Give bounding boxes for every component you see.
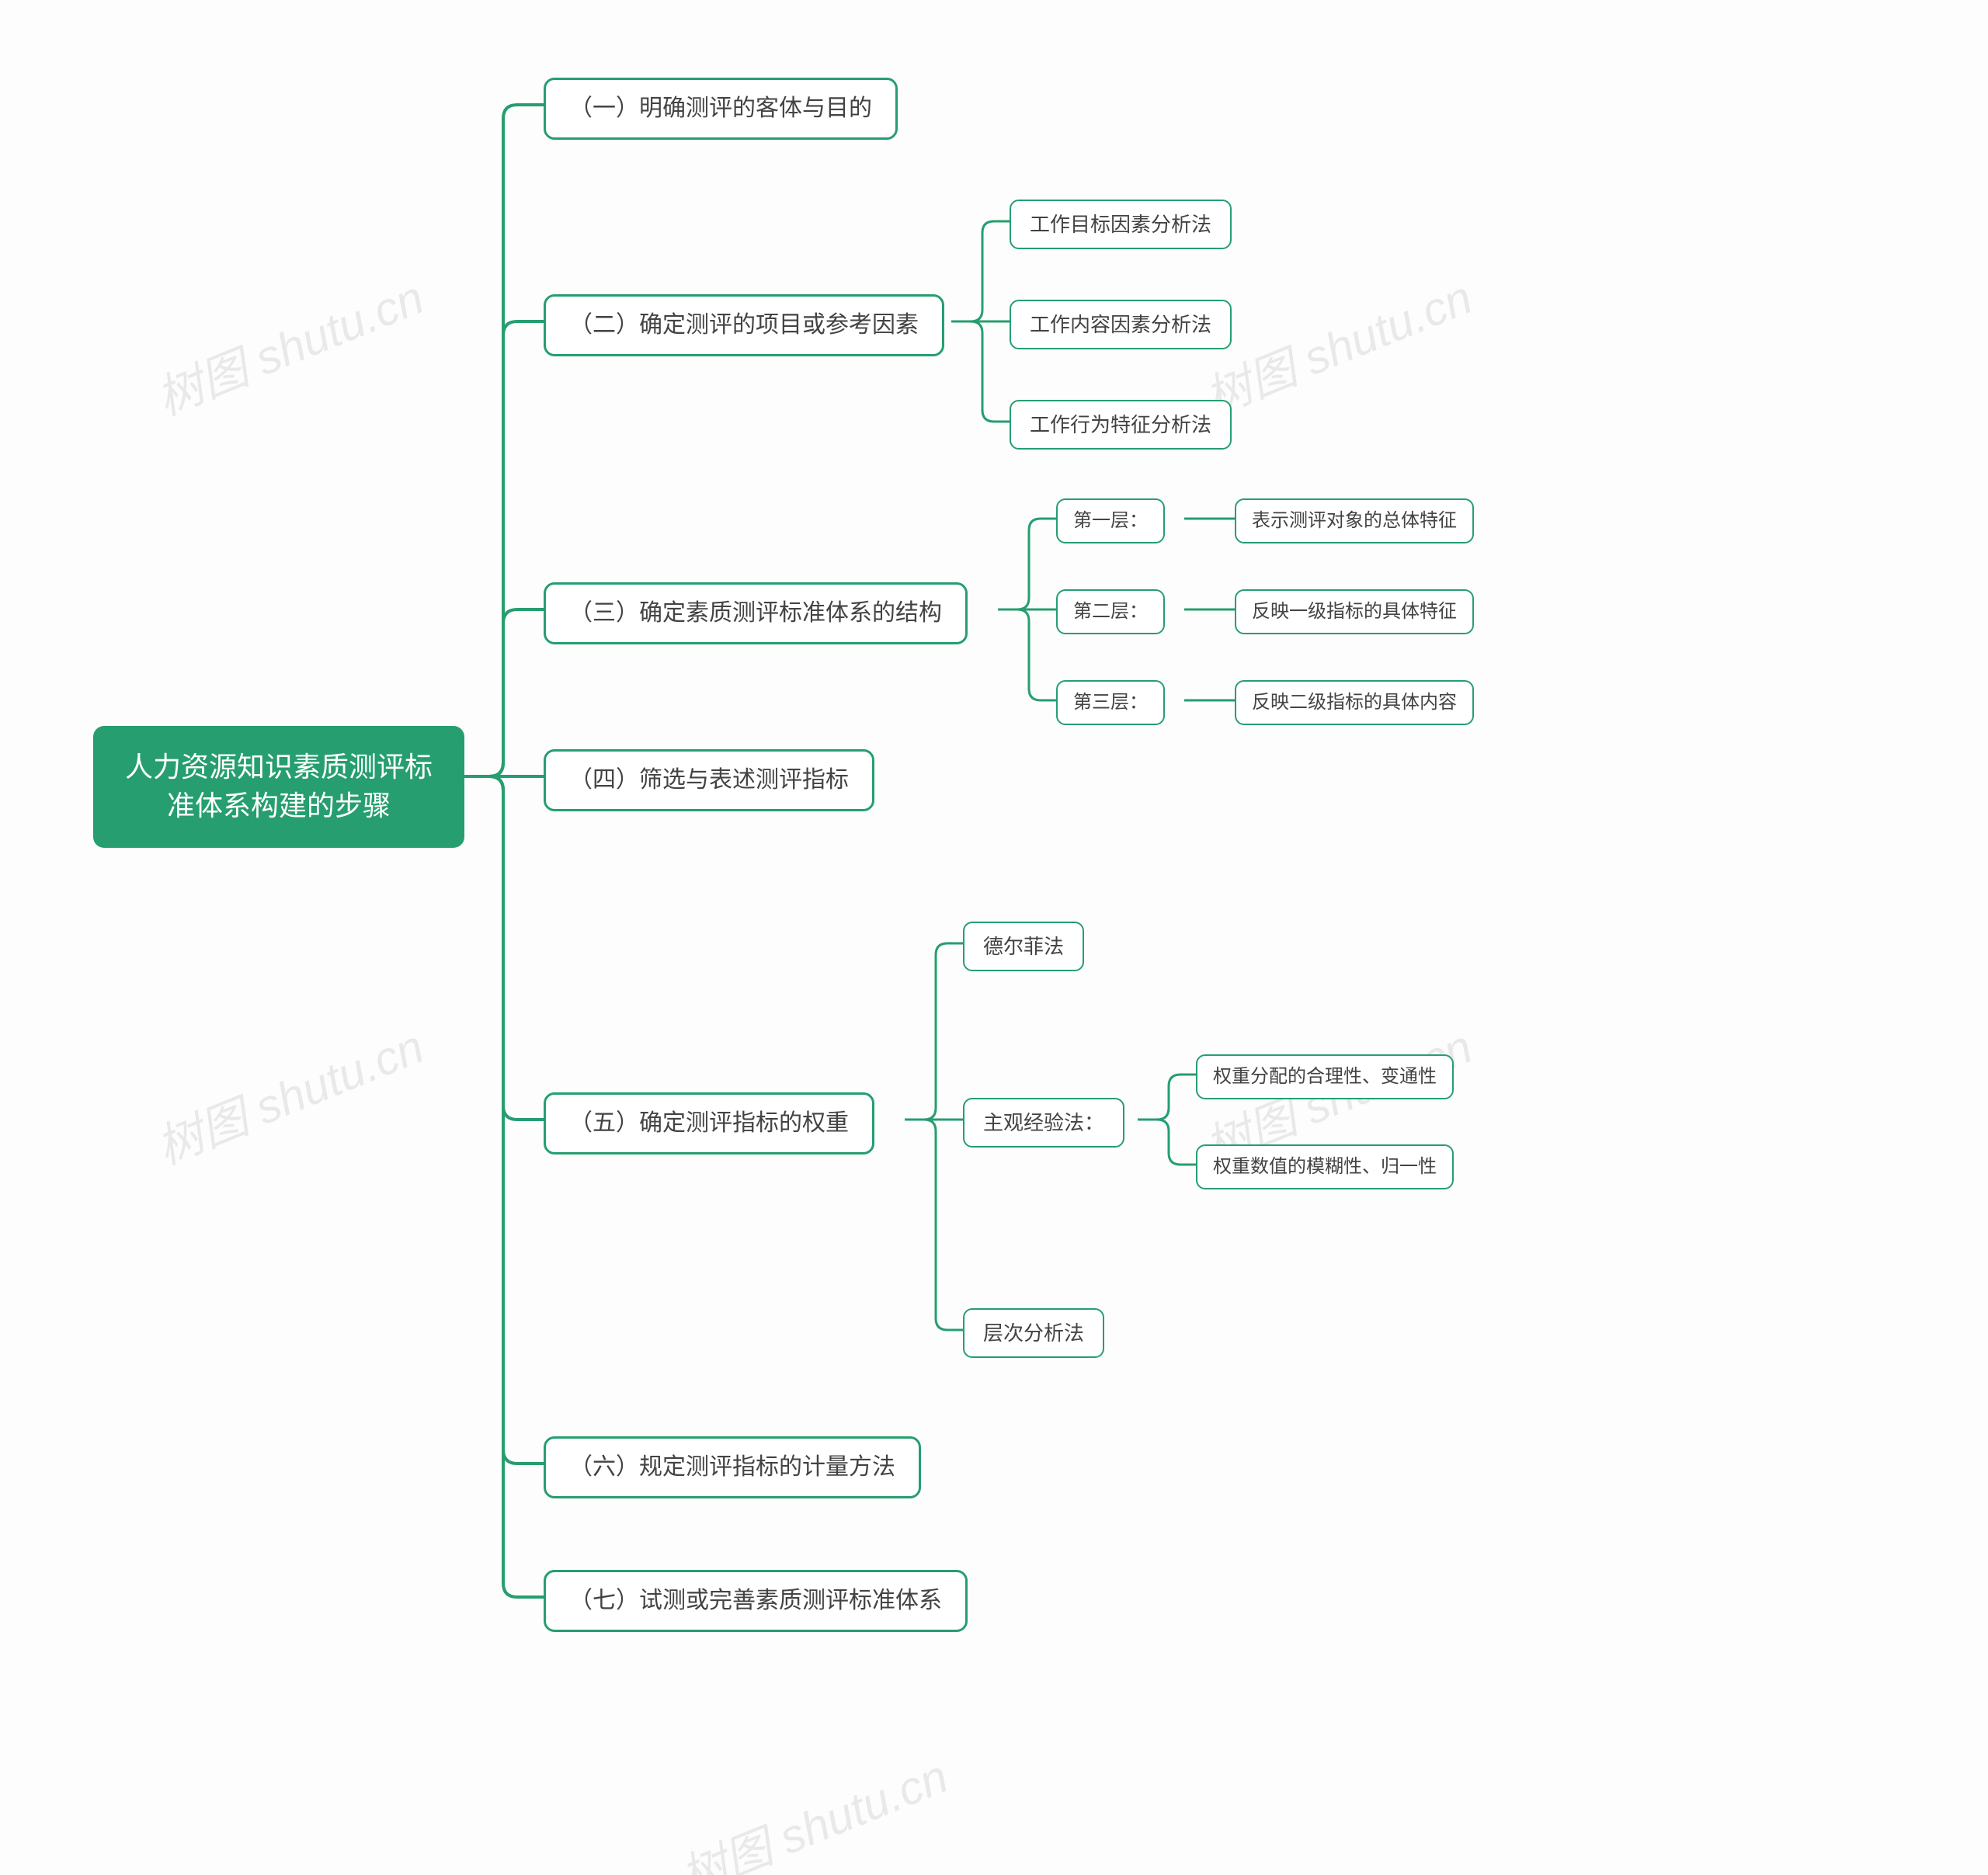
watermark: 树图 shutu.cn: [145, 260, 433, 429]
branch-2-child-1-label: 工作内容因素分析法: [1030, 311, 1211, 339]
watermark: 树图 shutu.cn: [145, 1009, 433, 1178]
watermark: 树图 shutu.cn: [1194, 260, 1481, 429]
branch-3-child-0-label: 第一层：: [1073, 508, 1148, 534]
branch-3-child-1-0: 反映一级指标的具体特征: [1235, 589, 1474, 634]
branch-2-child-2: 工作行为特征分析法: [1010, 400, 1232, 450]
branch-5-child-1-0: 权重分配的合理性、变通性: [1196, 1054, 1454, 1099]
branch-5: （五）确定测评指标的权重: [544, 1092, 874, 1155]
branch-3-child-1-0-label: 反映一级指标的具体特征: [1252, 599, 1457, 625]
watermark: 树图 shutu.cn: [669, 1739, 957, 1875]
branch-4: （四）筛选与表述测评指标: [544, 749, 874, 811]
branch-6: （六）规定测评指标的计量方法: [544, 1436, 921, 1498]
branch-7-label: （七）试测或完善素质测评标准体系: [569, 1585, 942, 1617]
branch-2-child-1: 工作内容因素分析法: [1010, 300, 1232, 349]
branch-5-child-0-label: 德尔菲法: [983, 932, 1064, 960]
branch-3-child-2-0-label: 反映二级指标的具体内容: [1252, 689, 1457, 716]
branch-5-child-1-1: 权重数值的模糊性、归一性: [1196, 1144, 1454, 1189]
branch-1: （一）明确测评的客体与目的: [544, 78, 898, 140]
branch-5-child-1-label: 主观经验法：: [983, 1109, 1104, 1137]
branch-3-label: （三）确定素质测评标准体系的结构: [569, 597, 942, 630]
branch-3: （三）确定素质测评标准体系的结构: [544, 582, 968, 644]
branch-5-child-1-0-label: 权重分配的合理性、变通性: [1213, 1064, 1437, 1090]
branch-2-child-2-label: 工作行为特征分析法: [1030, 411, 1211, 439]
branch-5-child-0: 德尔菲法: [963, 922, 1084, 971]
branch-5-child-2-label: 层次分析法: [983, 1319, 1084, 1347]
branch-5-child-2: 层次分析法: [963, 1308, 1104, 1358]
branch-3-child-0-0: 表示测评对象的总体特征: [1235, 498, 1474, 543]
branch-4-label: （四）筛选与表述测评指标: [569, 764, 849, 797]
branch-3-child-2: 第三层：: [1056, 680, 1165, 725]
root-label: 人力资源知识素质测评标准体系构建的步骤: [125, 748, 433, 826]
branch-3-child-0: 第一层：: [1056, 498, 1165, 543]
root-node: 人力资源知识素质测评标准体系构建的步骤: [93, 726, 464, 848]
branch-5-label: （五）确定测评指标的权重: [569, 1107, 849, 1140]
branch-5-child-1: 主观经验法：: [963, 1098, 1124, 1148]
branch-2: （二）确定测评的项目或参考因素: [544, 294, 944, 356]
branch-2-child-0: 工作目标因素分析法: [1010, 200, 1232, 249]
branch-6-label: （六）规定测评指标的计量方法: [569, 1451, 895, 1484]
branch-3-child-1-label: 第二层：: [1073, 599, 1148, 625]
branch-3-child-0-0-label: 表示测评对象的总体特征: [1252, 508, 1457, 534]
branch-1-label: （一）明确测评的客体与目的: [569, 92, 872, 125]
branch-3-child-2-label: 第三层：: [1073, 689, 1148, 716]
branch-7: （七）试测或完善素质测评标准体系: [544, 1570, 968, 1632]
branch-3-child-2-0: 反映二级指标的具体内容: [1235, 680, 1474, 725]
branch-2-label: （二）确定测评的项目或参考因素: [569, 309, 919, 342]
branch-3-child-1: 第二层：: [1056, 589, 1165, 634]
branch-2-child-0-label: 工作目标因素分析法: [1030, 210, 1211, 238]
branch-5-child-1-1-label: 权重数值的模糊性、归一性: [1213, 1154, 1437, 1180]
